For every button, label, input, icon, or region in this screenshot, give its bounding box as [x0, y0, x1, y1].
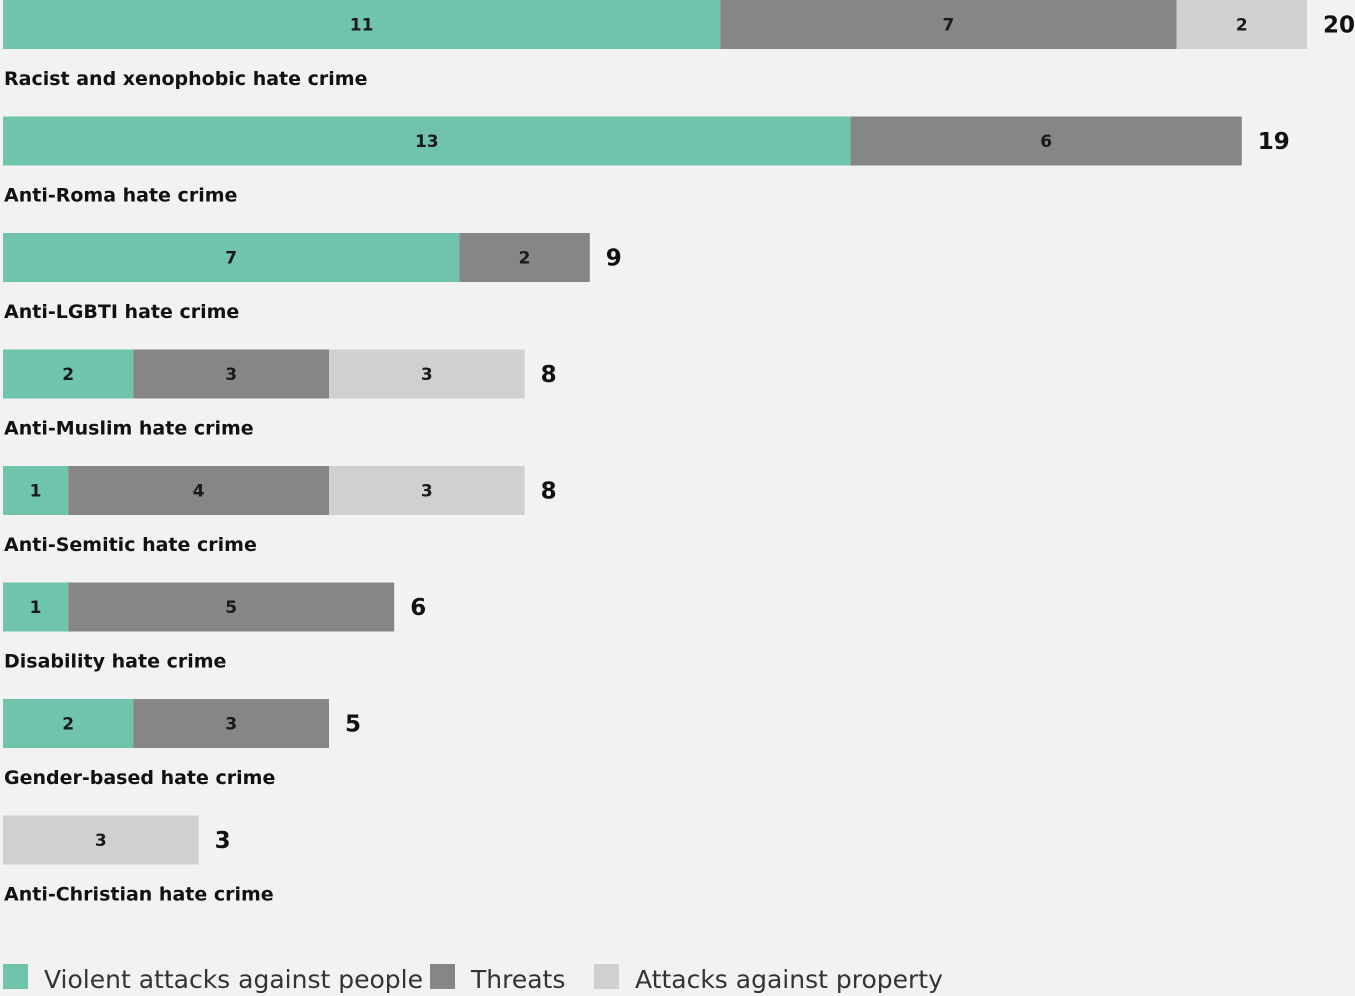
segment-value-label: 2 [519, 249, 531, 269]
category-label: Gender-based hate crime [4, 767, 275, 789]
segment-value-label: 3 [225, 365, 237, 385]
bar-total-label: 8 [541, 362, 557, 388]
segment-value-label: 1 [30, 482, 42, 502]
bar-segment [133, 699, 329, 748]
segment-value-label: 2 [1236, 16, 1248, 36]
bar-segment [68, 582, 395, 632]
segment-value-label: 7 [225, 249, 237, 269]
bar-segment [850, 116, 1242, 166]
bar-segment [720, 0, 1177, 49]
legend: Violent attacks against people Threats Att… [3, 964, 943, 994]
bar-segment [3, 349, 134, 399]
segment-value-label: 3 [225, 715, 237, 735]
bar-total-label: 20 [1323, 13, 1355, 39]
bar-total-label: 9 [606, 246, 622, 272]
category-label: Anti-Semitic hate crime [4, 534, 257, 556]
segment-value-label: 1 [30, 598, 42, 618]
legend-label: Violent attacks against people [44, 965, 423, 994]
bar-segment [3, 0, 721, 49]
bar-total-label: 8 [541, 479, 557, 505]
category-label: Anti-Roma hate crime [4, 185, 237, 207]
bar-segment [3, 699, 134, 748]
bar-segment [3, 233, 460, 282]
segment-value-label: 4 [193, 482, 205, 502]
category-label: Anti-Muslim hate crime [4, 418, 254, 440]
category-label: Anti-LGBTI hate crime [4, 301, 239, 323]
bar-segment [329, 466, 525, 515]
category-label: Racist and xenophobic hate crime [4, 68, 367, 90]
bar-segment [133, 349, 329, 399]
bar-segment [3, 582, 69, 632]
segment-value-label: 7 [942, 16, 954, 36]
category-label: Anti-Christian hate crime [4, 884, 274, 906]
legend-label: Attacks against property [635, 965, 943, 994]
segment-value-label: 3 [421, 482, 433, 502]
segment-value-label: 3 [95, 831, 107, 851]
bar-total-label: 19 [1258, 129, 1290, 155]
segment-value-label: 3 [421, 365, 433, 385]
segment-value-label: 2 [62, 365, 74, 385]
segment-value-label: 13 [415, 132, 439, 152]
bar-segment [1176, 0, 1307, 49]
bar-segment [3, 815, 199, 865]
category-label: Disability hate crime [4, 651, 226, 673]
bar-total-label: 6 [410, 595, 426, 621]
legend-label: Threats [470, 965, 565, 994]
legend-swatch [594, 964, 619, 989]
segment-value-label: 6 [1040, 132, 1052, 152]
bar-total-label: 3 [215, 828, 231, 854]
bar-total-label: 5 [345, 712, 361, 738]
legend-swatch [3, 964, 28, 989]
segment-value-label: 5 [225, 598, 237, 618]
bar-segment [3, 466, 69, 515]
segment-value-label: 2 [62, 715, 74, 735]
bar-segment [3, 116, 851, 166]
bar-segment [459, 233, 590, 282]
legend-swatch [430, 964, 455, 989]
bar-segment [68, 466, 329, 515]
bar-segment [329, 349, 525, 399]
segment-value-label: 11 [350, 16, 374, 36]
